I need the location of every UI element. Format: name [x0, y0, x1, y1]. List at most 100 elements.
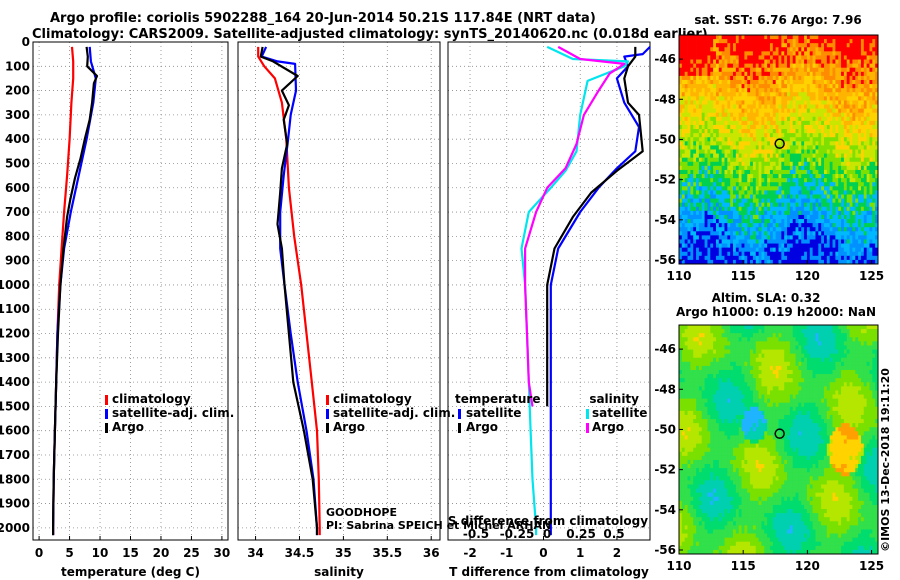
sst-map-cell [823, 92, 828, 97]
sst-map-cell [835, 182, 839, 187]
sst-map-cell [875, 186, 879, 191]
sst-map-cell [855, 206, 859, 212]
sst-map-cell [795, 71, 799, 77]
sst-map-cell [727, 165, 731, 171]
sla-map-cell [852, 337, 856, 342]
sla-map-cell [741, 337, 745, 342]
sst-map-cell [715, 223, 720, 228]
sst-map-cell [815, 120, 819, 126]
sst-map-cell [684, 227, 688, 232]
sst-map-cell [772, 145, 777, 150]
sst-map-cell [738, 124, 742, 130]
sst-map-cell [772, 186, 777, 191]
sst-map-cell [778, 79, 782, 85]
sst-map-cell [698, 71, 703, 77]
sst-map-cell [758, 214, 762, 220]
sst-map-cell [696, 92, 700, 97]
sst-map-cell [849, 202, 853, 208]
sst-map-cell [875, 47, 879, 52]
sst-map-cell [866, 210, 870, 216]
sst-map-cell [741, 255, 745, 261]
sst-map-cell [789, 124, 794, 130]
sst-map-cell [835, 178, 839, 183]
sla-map-cell [690, 341, 694, 346]
sst-map-cell [710, 104, 714, 110]
sst-map-cell [821, 157, 825, 163]
sst-map-cell [752, 223, 757, 228]
sst-map-cell [687, 108, 691, 114]
sst-map-cell [747, 51, 751, 56]
sst-map-cell [832, 145, 836, 150]
sst-map-cell [687, 223, 691, 228]
sst-map-cell [775, 120, 779, 126]
sst-map-cell [818, 255, 822, 261]
sst-map-cell [787, 59, 791, 65]
sst-map-cell [818, 214, 822, 220]
sst-map-cell [750, 178, 754, 183]
sst-map-cell [684, 219, 688, 224]
sst-map-cell [846, 235, 850, 240]
sst-map-cell [761, 194, 765, 199]
sla-map-cell [710, 325, 714, 330]
sst-map-cell [869, 251, 873, 257]
sst-map-cell [761, 47, 765, 52]
sla-map-cell [863, 345, 868, 350]
sst-map-cell [744, 92, 748, 97]
sst-map-cell [823, 186, 828, 191]
sla-map-cell [846, 353, 850, 359]
sst-map-cell [829, 149, 833, 154]
sst-map-cell [787, 55, 791, 60]
sst-map-cell [815, 63, 819, 69]
sst-map-cell [721, 153, 725, 159]
sst-map-cell [767, 157, 771, 163]
sst-map-tick-label-y: -46 [654, 52, 676, 66]
sst-map-cell [750, 219, 754, 224]
sst-map-cell [855, 210, 859, 216]
sst-map-cell [707, 96, 711, 101]
sst-map-cell [718, 239, 723, 244]
sst-map-cell [681, 67, 686, 73]
sst-map-cell [821, 35, 825, 40]
sst-map-cell [855, 157, 859, 163]
sst-map-cell [679, 112, 683, 118]
sst-map-cell [724, 251, 728, 257]
sst-map-cell [781, 59, 785, 65]
sst-map-cell [872, 190, 876, 195]
sla-map-cell [741, 365, 745, 371]
sst-map-cell [718, 169, 723, 175]
sla-map-cell [761, 329, 765, 334]
sst-map-cell [750, 214, 754, 220]
sst-map-cell [721, 202, 725, 208]
sst-map-cell [823, 202, 828, 208]
sst-map-cell [730, 120, 734, 126]
sst-map-cell [835, 259, 839, 265]
sst-map-cell [818, 47, 822, 52]
sst-map [678, 34, 879, 265]
sst-map-cell [775, 174, 779, 179]
sst-map-cell [832, 227, 836, 232]
sla-map-cell [869, 329, 873, 334]
sst-map-cell [843, 174, 848, 179]
sla-map-cell [855, 345, 859, 350]
sst-map-cell [855, 259, 859, 265]
sst-map-cell [846, 255, 850, 261]
sst-map-cell [772, 239, 777, 244]
sst-map-cell [846, 92, 850, 97]
sla-map-cell [838, 333, 842, 338]
sst-map-cell [715, 194, 720, 199]
sst-map-cell [707, 43, 711, 48]
sla-map-cell [767, 365, 771, 371]
sst-map-cell [843, 51, 848, 56]
sst-map-cell [696, 149, 700, 154]
sst-map-cell [795, 75, 799, 81]
sst-map-cell [849, 214, 853, 220]
sla-map-cell [875, 341, 879, 346]
sst-map-cell [730, 75, 734, 81]
sst-map-cell [869, 100, 873, 105]
sst-map-cell [713, 88, 717, 93]
sst-map-cell [727, 79, 731, 85]
sst-map-cell [698, 92, 703, 97]
sst-map-cell [747, 214, 751, 220]
sst-map-cell [812, 149, 816, 154]
sst-map-cell [752, 120, 757, 126]
